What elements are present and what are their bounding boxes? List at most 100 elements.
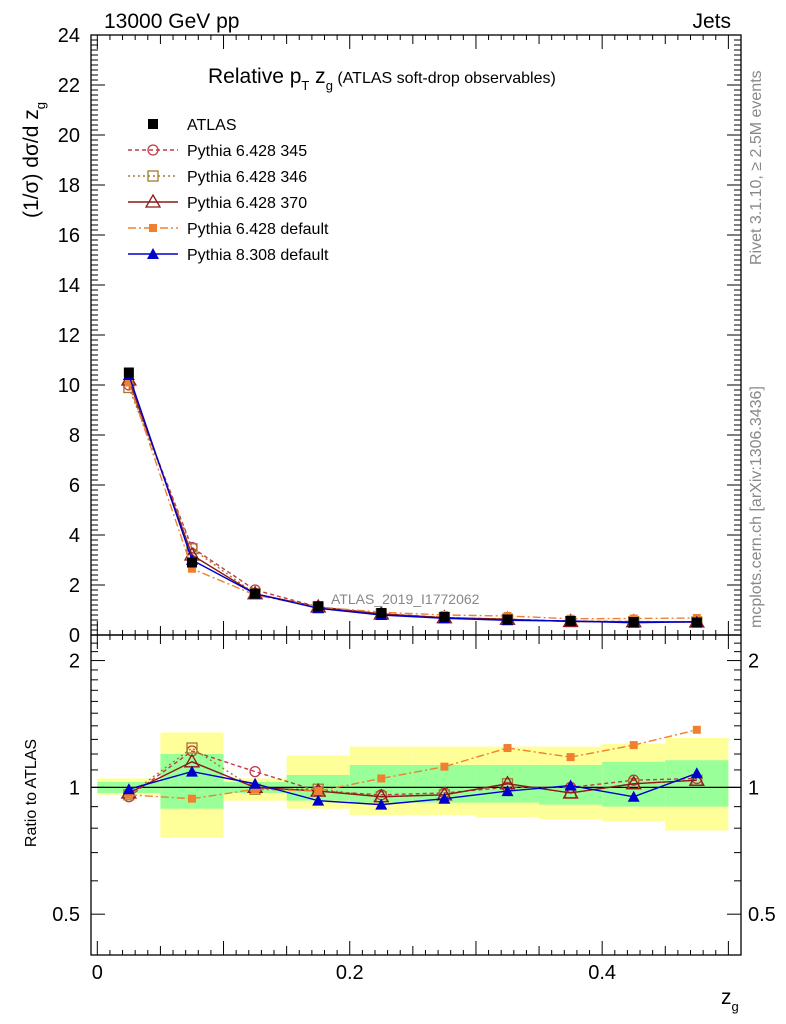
y-axis-label-main: (1/σ) dσ/d zg (20, 102, 48, 218)
header-right: Jets (692, 10, 731, 33)
legend-label: Pythia 6.428 346 (187, 169, 307, 186)
ratio-series-line (128, 761, 697, 798)
legend-label: Pythia 6.428 370 (187, 195, 307, 212)
main-series-3 (124, 378, 701, 623)
y-tick-label-main: 12 (58, 325, 80, 347)
ratio-series-point (122, 783, 135, 795)
y-tick-label-main: 14 (58, 275, 80, 297)
atlas-data-point (186, 557, 197, 568)
atlas-data-point (565, 616, 576, 626)
ratio-series-4 (122, 765, 703, 810)
atlas-data-point (502, 614, 513, 625)
main-series-line (128, 387, 697, 623)
main-series-0 (123, 379, 703, 628)
y-tick-label-main: 8 (69, 425, 80, 447)
main-series-line (128, 379, 697, 623)
mcplots-label: mcplots.cern.ch [arXiv:1306.3436] (748, 386, 765, 628)
analysis-watermark: ATLAS_2019_I1772062 (331, 591, 480, 607)
ratio-series-point (249, 765, 261, 778)
legend-label: Pythia 6.428 345 (187, 143, 307, 160)
atlas-data-point (628, 617, 639, 627)
main-series-line (128, 374, 697, 624)
x-axis-label: zg (721, 986, 739, 1014)
atlas-data-point (439, 612, 450, 622)
plot-title: Relative pT zg (ATLAS soft-drop observab… (208, 65, 556, 93)
ratio-series-point (690, 767, 703, 779)
atlas-data-point (691, 617, 702, 628)
ratio-series-2 (120, 753, 705, 803)
y-tick-label-main: 20 (58, 125, 80, 147)
ratio-series-point (625, 775, 642, 790)
ratio-series-point (249, 777, 262, 789)
ratio-series-point (566, 753, 575, 762)
main-series-line (128, 382, 697, 620)
y-tick-label-ratio-right: 0.5 (748, 904, 776, 926)
ratio-series-point (185, 765, 198, 777)
main-series-4 (122, 369, 703, 628)
ratio-series-point (562, 784, 579, 799)
ratio-series-point (186, 742, 198, 754)
legend-marker (147, 144, 159, 156)
legend: ATLAS Pythia 6.428 345 Pythia 6.428 346 Pyt… (128, 117, 329, 264)
main-series-2 (120, 371, 705, 628)
ratio-series-point (629, 741, 638, 750)
y-tick-label-main: 18 (58, 175, 80, 197)
ratio-series-line (128, 729, 697, 800)
legend-marker (149, 224, 157, 232)
ratio-series-3 (124, 725, 701, 803)
atlas-data-point (376, 608, 387, 618)
x-tick-label: 0 (92, 962, 103, 984)
ratio-series-point (187, 794, 196, 803)
atlas-data-point (313, 601, 324, 612)
legend-marker (147, 170, 159, 182)
atlas-data-series (123, 367, 702, 628)
y-tick-label-main: 16 (58, 225, 80, 247)
y-tick-label-main: 22 (58, 75, 80, 97)
main-series-line (128, 384, 697, 623)
rivet-label: Rivet 3.1.10, ≥ 2.5M events (748, 70, 765, 265)
y-axis-label-ratio: Ratio to ATLAS (23, 739, 40, 847)
ratio-panel-frame (90, 634, 742, 956)
ratio-series-point (438, 792, 451, 804)
ratio-series-point (501, 785, 514, 797)
ratio-series-point (564, 779, 577, 791)
series-layer (120, 367, 705, 810)
ratio-series-line (128, 747, 697, 798)
legend-marker (147, 248, 159, 259)
y-tick-label-ratio: 1 (69, 777, 80, 799)
legend-label: Pythia 6.428 default (187, 221, 329, 238)
y-tick-label-ratio-right: 1 (748, 777, 759, 799)
y-tick-label-main: 6 (69, 475, 80, 497)
ratio-series-point (692, 725, 701, 734)
atlas-data-point (250, 588, 261, 599)
ratio-series-point (627, 790, 640, 802)
ratio-series-point (314, 787, 323, 796)
y-tick-label-ratio-right: 2 (748, 651, 759, 673)
y-tick-label-main: 4 (69, 525, 80, 547)
legend-label: ATLAS (187, 117, 237, 134)
legend-label: Pythia 8.308 default (187, 247, 329, 264)
ratio-series-point (688, 771, 705, 786)
ratio-series-point (251, 785, 260, 794)
main-series-point (187, 564, 196, 573)
main-series-point (124, 378, 133, 387)
x-tick-label: 0.4 (588, 962, 616, 984)
ratio-series-point (440, 762, 449, 771)
x-tick-label: 0.2 (336, 962, 364, 984)
ratio-series-point (124, 790, 133, 799)
ratio-series-point (377, 774, 386, 783)
ratio-series-point (312, 794, 325, 806)
ratio-series-point (503, 744, 512, 753)
ratio-series-line (128, 770, 698, 806)
ratio-series-point (375, 798, 388, 810)
y-tick-label-main: 10 (58, 375, 80, 397)
y-tick-label-main: 2 (69, 575, 80, 597)
y-tick-label-ratio: 2 (69, 651, 80, 673)
y-tick-label-main: 24 (58, 25, 80, 47)
y-tick-label-ratio: 0.5 (52, 904, 80, 926)
legend-marker (144, 193, 162, 208)
header-left: 13000 GeV pp (104, 10, 239, 33)
y-tick-label-main: 0 (69, 625, 80, 647)
